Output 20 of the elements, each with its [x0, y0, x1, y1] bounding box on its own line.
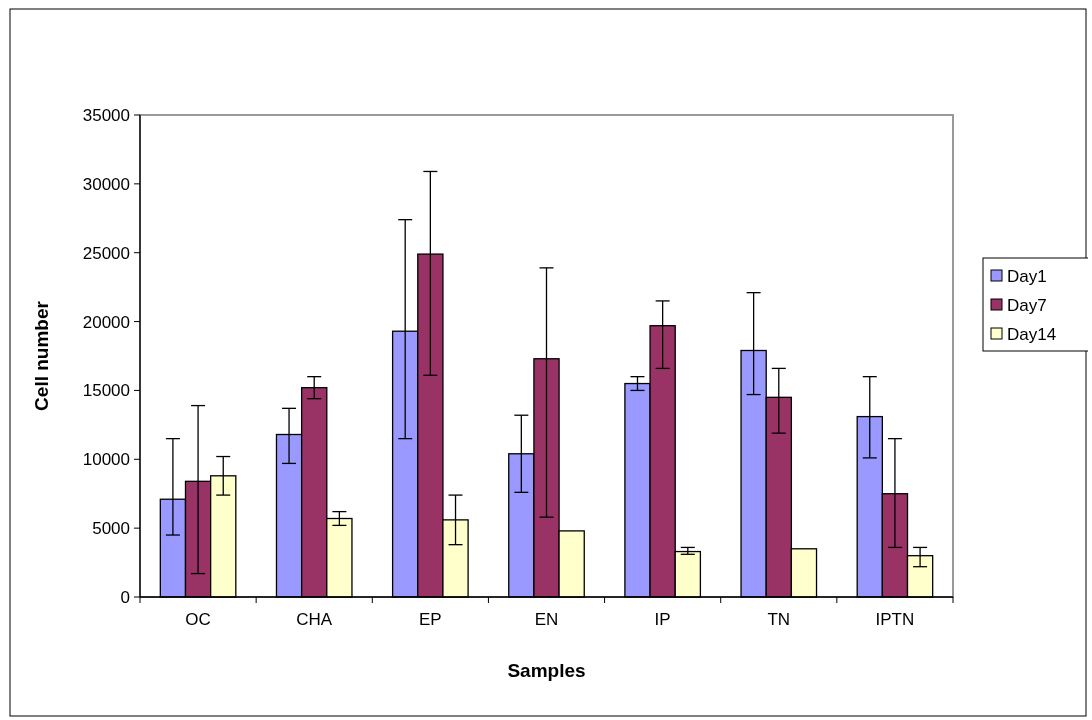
- x-axis-title: Samples: [507, 660, 586, 681]
- y-tick-label: 30000: [82, 174, 130, 194]
- legend-label: Day14: [1007, 324, 1057, 344]
- y-tick-label: 20000: [82, 312, 130, 332]
- legend-label: Day1: [1007, 266, 1047, 286]
- x-tick-label: IPTN: [875, 610, 915, 629]
- legend-label: Day7: [1007, 295, 1047, 315]
- x-tick-label: OC: [185, 610, 211, 629]
- y-axis-title: Cell number: [31, 300, 52, 411]
- x-tick-label: IP: [654, 610, 671, 629]
- x-tick-label: EP: [419, 610, 442, 629]
- x-tick-label: TN: [767, 610, 791, 629]
- y-tick-label: 0: [120, 587, 130, 607]
- x-tick-label: CHA: [296, 610, 333, 629]
- y-tick-label: 35000: [82, 105, 130, 125]
- y-tick-label: 10000: [82, 450, 130, 470]
- x-tick-label: EN: [534, 610, 559, 629]
- y-tick-label: 15000: [82, 381, 130, 401]
- y-tick-label: 25000: [82, 243, 130, 263]
- y-tick-label: 5000: [92, 519, 130, 539]
